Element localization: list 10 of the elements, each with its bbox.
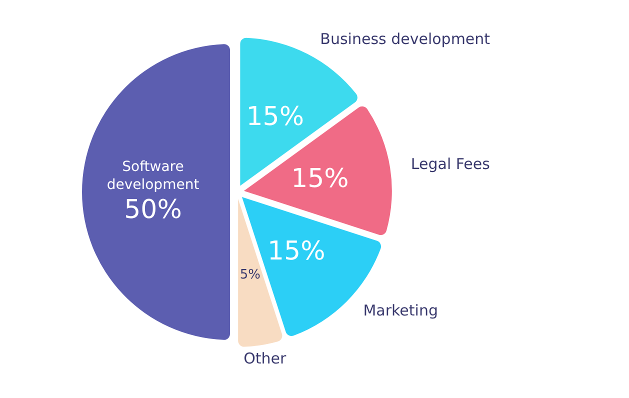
data-label: 5%	[240, 267, 260, 282]
data-label: 50%	[124, 195, 182, 225]
slice-label: Business development	[320, 30, 490, 48]
slice-label: Software development	[106, 159, 200, 193]
slice-label: Other	[244, 349, 288, 368]
slice-label: Marketing	[363, 302, 438, 320]
data-label: 15%	[291, 164, 349, 194]
slice-label: Legal Fees	[410, 154, 490, 173]
data-label: 15%	[246, 102, 304, 132]
data-label: 15%	[268, 236, 326, 266]
